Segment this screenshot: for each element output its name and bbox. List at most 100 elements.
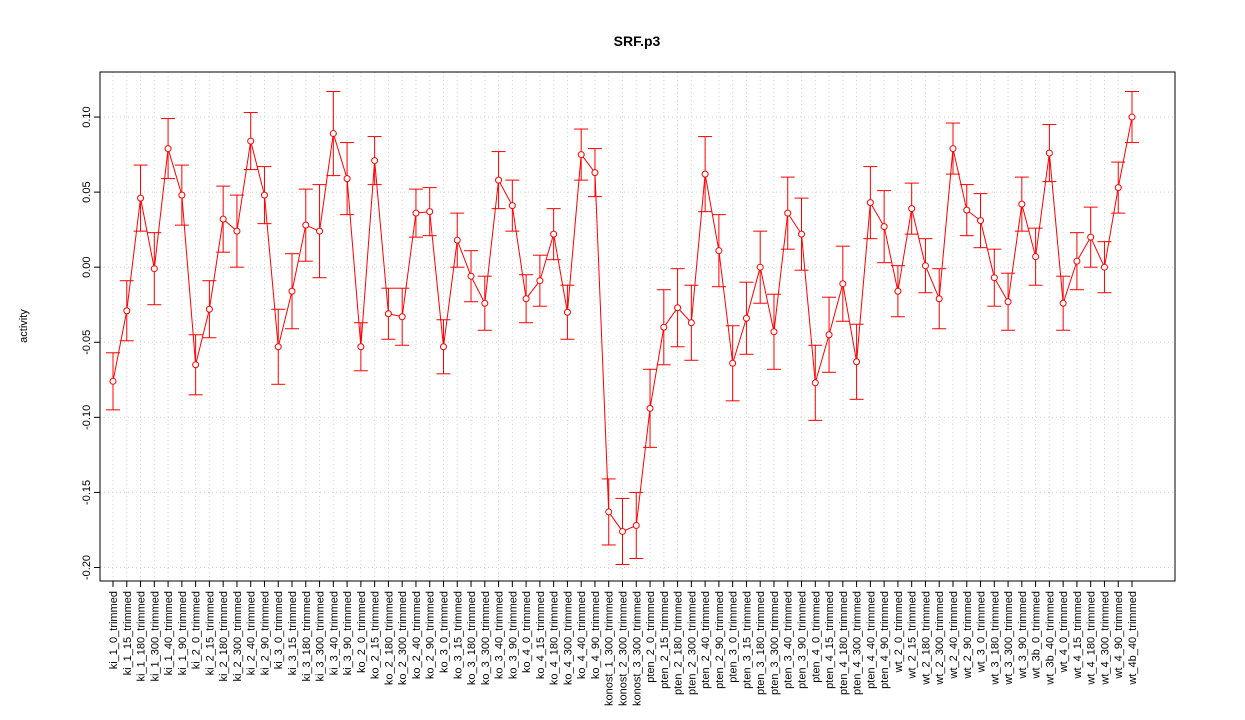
x-tick-label: wt_4_180_trimmed: [1086, 591, 1098, 686]
x-tick-label: ko_3_40_trimmed: [494, 591, 506, 679]
data-point: [921, 262, 929, 270]
data-point: [632, 521, 640, 529]
x-tick-label: wt_2_15_trimmed: [907, 591, 919, 679]
data-point: [508, 202, 516, 210]
x-tick-label: ko_2_40_trimmed: [411, 591, 423, 679]
data-point: [825, 331, 833, 339]
data-point: [550, 230, 558, 238]
data-point: [219, 215, 227, 223]
data-point: [646, 404, 654, 412]
data-point: [591, 169, 599, 177]
plot-frame: [99, 71, 1176, 582]
x-tick-label: wt_3_300_trimmed: [1003, 591, 1015, 686]
x-tick-label: ki_1_180_trimmed: [136, 591, 148, 682]
x-tick-label: pten_2_0_trimmed: [645, 591, 657, 683]
data-point: [178, 191, 186, 199]
x-tick-label: wt_3_90_trimmed: [1017, 591, 1029, 679]
y-tick-label: -0.20: [81, 555, 93, 580]
data-point: [784, 209, 792, 217]
x-tick-label: ko_2_300_trimmed: [397, 591, 409, 685]
x-tick-label: ki_1_40_trimmed: [163, 591, 175, 675]
data-point: [137, 194, 145, 202]
x-tick-label: ki_3_180_trimmed: [301, 591, 313, 682]
x-tick-label: ko_4_0_trimmed: [521, 591, 533, 673]
data-point: [660, 323, 668, 331]
data-point: [109, 377, 117, 385]
y-axis-label: activity: [18, 309, 30, 343]
x-tick-label: pten_4_40_trimmed: [865, 591, 877, 689]
data-point: [164, 145, 172, 153]
data-point: [412, 209, 420, 217]
x-tick-label: pten_2_40_trimmed: [700, 591, 712, 689]
x-tick-label: pten_4_15_trimmed: [824, 591, 836, 689]
x-tick-label: ki_1_90_trimmed: [177, 591, 189, 675]
y-tick-label: -0.05: [81, 330, 93, 355]
data-point: [715, 247, 723, 255]
x-tick-label: ko_3_180_trimmed: [466, 591, 478, 685]
x-tick-label: wt_2_90_trimmed: [962, 591, 974, 679]
x-tick-label: pten_2_90_trimmed: [714, 591, 726, 689]
x-tick-label: konost_2_300_trimmed: [618, 591, 630, 706]
x-tick-label: wt_4b_40_trimmed: [1127, 591, 1139, 686]
data-point: [288, 287, 296, 295]
x-tick-label: pten_3_300_trimmed: [769, 591, 781, 695]
data-point: [233, 227, 241, 235]
data-point: [426, 208, 434, 216]
x-tick-label: pten_4_180_trimmed: [838, 591, 850, 695]
x-tick-label: ko_2_15_trimmed: [370, 591, 382, 679]
y-tick-label: 0.05: [81, 181, 93, 202]
data-point: [357, 343, 365, 351]
data-point: [853, 358, 861, 366]
x-tick-label: ko_3_15_trimmed: [452, 591, 464, 679]
data-point: [1045, 149, 1053, 157]
data-point: [798, 230, 806, 238]
data-point: [316, 227, 324, 235]
data-point: [205, 305, 213, 313]
x-tick-label: ki_2_40_trimmed: [246, 591, 258, 675]
x-tick-label: ko_4_15_trimmed: [535, 591, 547, 679]
x-tick-label: ko_2_90_trimmed: [425, 591, 437, 679]
x-tick-label: ko_4_300_trimmed: [562, 591, 574, 685]
data-point: [811, 379, 819, 387]
data-point: [949, 145, 957, 153]
data-point: [1059, 299, 1067, 307]
x-tick-label: wt_3b_0_trimmed: [1031, 591, 1043, 679]
data-point: [977, 217, 985, 225]
x-tick-label: pten_4_300_trimmed: [852, 591, 864, 695]
data-point: [1087, 233, 1095, 241]
x-tick-label: wt_4_15_trimmed: [1072, 591, 1084, 679]
data-point: [908, 205, 916, 213]
x-tick-label: pten_4_0_trimmed: [810, 591, 822, 683]
y-tick-label: 0.10: [81, 106, 93, 127]
x-tick-label: pten_3_40_trimmed: [783, 591, 795, 689]
y-tick-label: -0.15: [81, 480, 93, 505]
data-point: [866, 199, 874, 207]
data-point: [687, 319, 695, 327]
x-tick-label: ko_2_180_trimmed: [383, 591, 395, 685]
data-point: [1128, 113, 1136, 121]
x-tick-label: ki_2_300_trimmed: [232, 591, 244, 682]
data-point: [1004, 298, 1012, 306]
y-tick-label: 0.00: [81, 256, 93, 277]
x-tick-label: wt_2_40_trimmed: [948, 591, 960, 679]
data-point: [260, 191, 268, 199]
x-tick-label: ko_3_90_trimmed: [507, 591, 519, 679]
y-tick-label: -0.10: [81, 405, 93, 430]
data-point: [1073, 257, 1081, 265]
x-tick-label: wt_2_0_trimmed: [893, 591, 905, 673]
x-tick-label: wt_2_300_trimmed: [934, 591, 946, 686]
x-tick-label: ko_4_40_trimmed: [576, 591, 588, 679]
data-point: [701, 170, 709, 178]
data-point: [990, 274, 998, 282]
x-tick-label: ki_3_90_trimmed: [342, 591, 354, 675]
data-point: [398, 313, 406, 321]
data-point: [770, 328, 778, 336]
x-tick-label: ki_3_40_trimmed: [328, 591, 340, 675]
x-tick-label: ko_4_180_trimmed: [549, 591, 561, 685]
data-point: [274, 343, 282, 351]
data-point: [192, 361, 200, 369]
data-point: [481, 299, 489, 307]
data-point: [674, 304, 682, 312]
x-tick-label: ki_1_15_trimmed: [122, 591, 134, 675]
data-point: [935, 295, 943, 303]
